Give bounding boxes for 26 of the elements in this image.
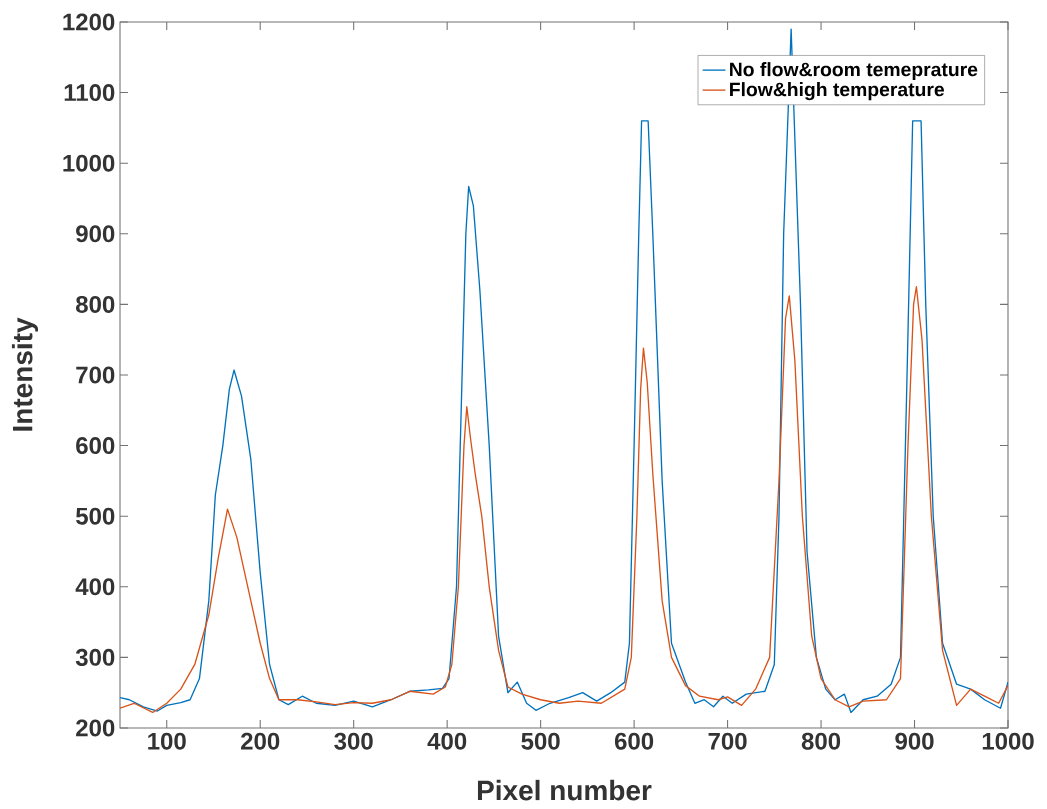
- y-tick-label: 400: [75, 578, 115, 596]
- y-tick-label: 800: [76, 295, 115, 313]
- x-tick-label: 600: [614, 732, 654, 750]
- x-tick-label: 800: [801, 732, 841, 750]
- legend-label: Flow&high temperature: [730, 82, 945, 101]
- x-tick-label: 900: [895, 732, 934, 750]
- x-tick-label: 500: [521, 732, 560, 750]
- x-axis-title: Pixel number: [477, 779, 652, 801]
- x-tick-label: 200: [241, 732, 280, 750]
- y-tick-label: 700: [76, 366, 115, 384]
- line-series: [120, 286, 1008, 714]
- y-tick-label: 500: [75, 507, 115, 525]
- legend-label: No flow&room temeprature: [730, 62, 978, 81]
- x-tick-label: 1000: [982, 732, 1034, 750]
- y-tick-label: 1200: [63, 13, 115, 31]
- x-tick-label: 300: [334, 732, 373, 750]
- x-tick-label: 100: [148, 732, 186, 750]
- y-tick-label: 1100: [64, 84, 115, 102]
- x-tick-label: 700: [708, 732, 747, 750]
- y-tick-label: 200: [76, 719, 115, 737]
- y-tick-label: 1000: [63, 154, 115, 172]
- y-tick-label: 300: [75, 648, 115, 666]
- x-tick-label: 400: [427, 732, 467, 750]
- y-tick-label: 900: [76, 225, 115, 243]
- y-tick-label: 600: [76, 437, 115, 455]
- y-axis-title: Intensity: [11, 317, 39, 431]
